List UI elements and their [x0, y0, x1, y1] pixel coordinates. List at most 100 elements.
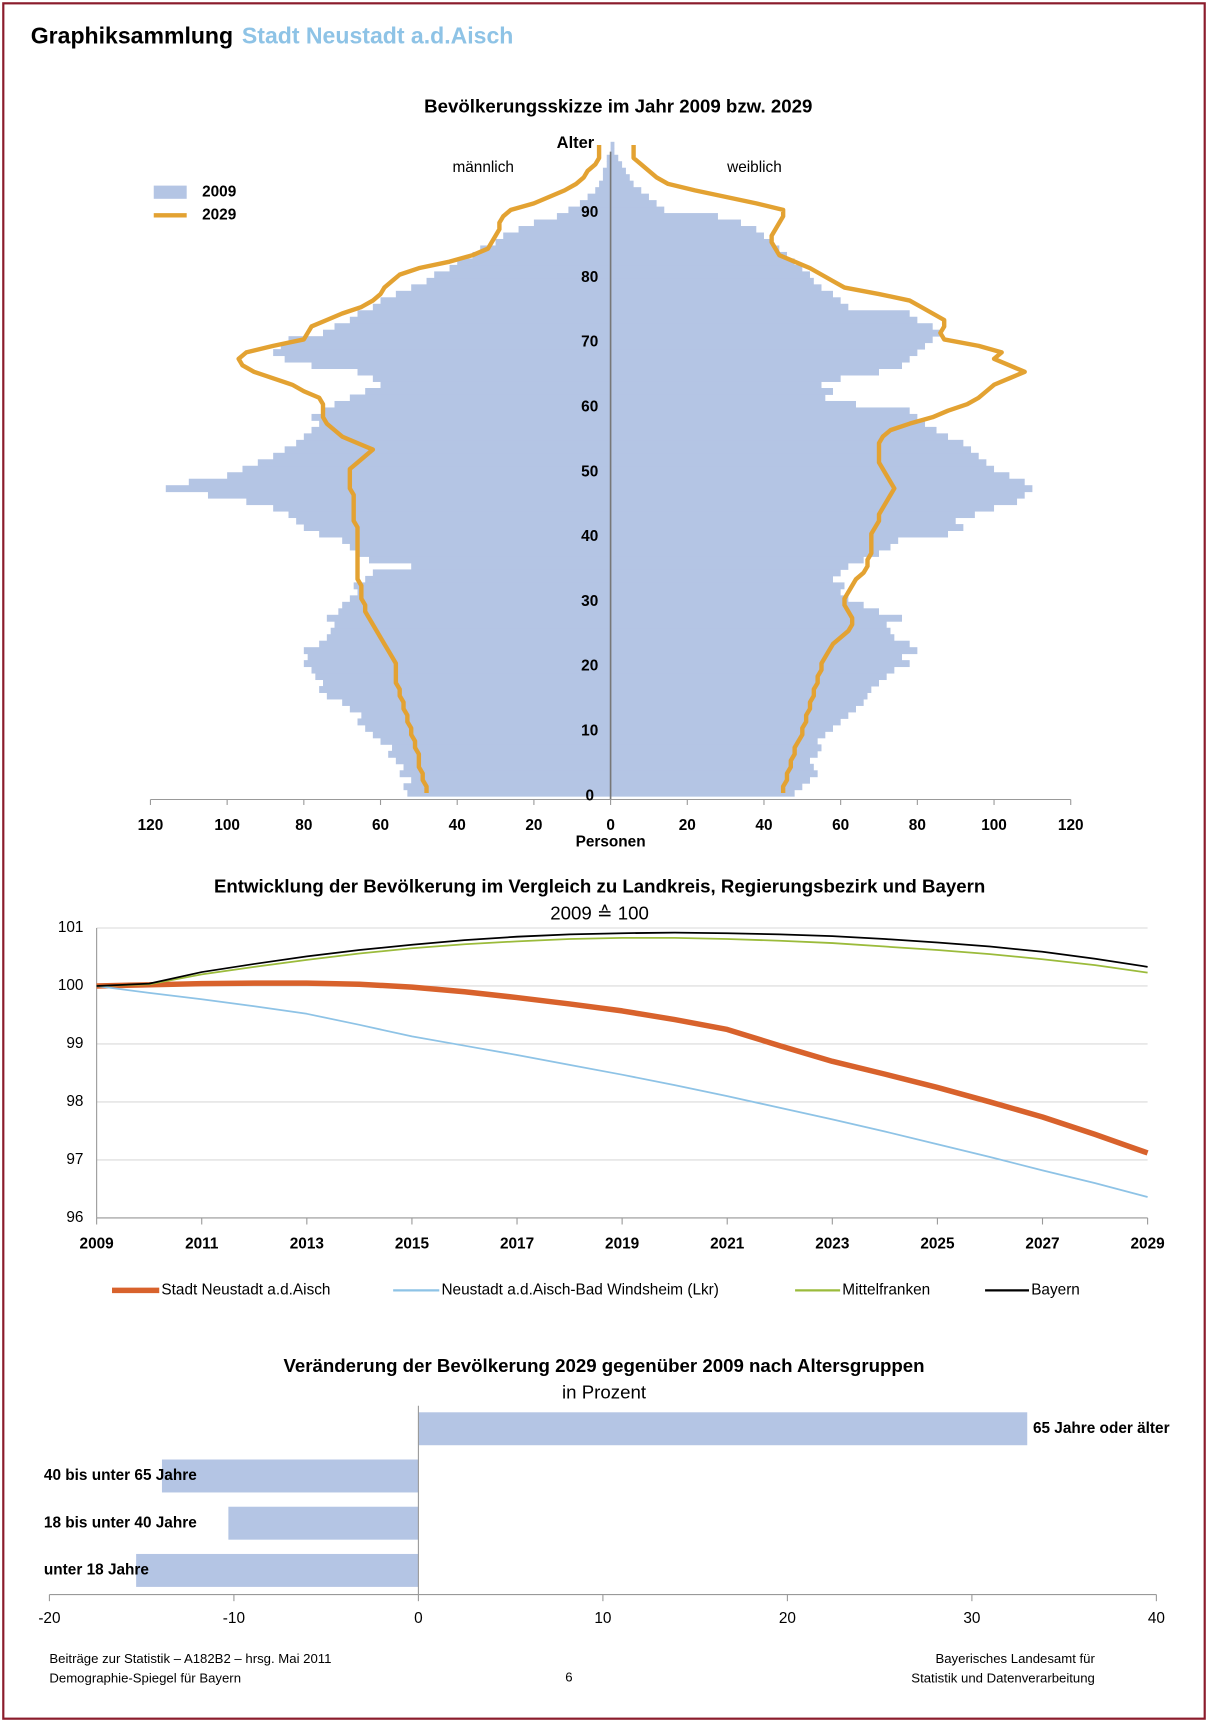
- bar: [273, 452, 611, 460]
- bar: [411, 562, 611, 570]
- bar: [610, 601, 864, 609]
- bar: [610, 174, 630, 182]
- x-tick-label: 120: [138, 817, 164, 834]
- bar: [610, 504, 995, 512]
- bar: [610, 251, 787, 259]
- bar: [372, 303, 611, 311]
- bar: [372, 375, 611, 382]
- y-tick-label: 97: [66, 1151, 83, 1168]
- bar: [411, 776, 611, 784]
- bar: [349, 595, 611, 603]
- series-line: [96, 931, 1148, 987]
- bar: [610, 213, 718, 220]
- bar: [610, 498, 1018, 506]
- bar: [610, 264, 803, 272]
- bar: [610, 271, 810, 279]
- category-label: 18 bis unter 40 Jahre: [44, 1514, 197, 1531]
- bar: [610, 750, 818, 758]
- bar: [610, 686, 872, 693]
- bar: [361, 711, 611, 719]
- bar: [323, 679, 611, 687]
- bar: [311, 362, 611, 370]
- y-tick-label: 30: [581, 593, 598, 610]
- bar: [372, 731, 611, 739]
- bar: [610, 439, 964, 447]
- bar: [610, 232, 764, 240]
- bar: [610, 517, 956, 525]
- population-line: [236, 145, 602, 793]
- bar: [610, 316, 918, 324]
- bar: [610, 491, 1025, 499]
- bar: [288, 511, 611, 519]
- bar: [399, 770, 611, 778]
- x-tick-label: 30: [963, 1610, 980, 1627]
- bar: [533, 219, 611, 227]
- bar: [257, 459, 611, 467]
- legend-label: 2029: [202, 206, 236, 223]
- legend-label: 2009: [202, 183, 236, 200]
- bar: [610, 420, 926, 428]
- bar: [610, 588, 841, 596]
- x-tick-label: 20: [779, 1610, 796, 1627]
- bar: [610, 673, 887, 681]
- x-axis-label: Personen: [576, 833, 646, 850]
- bar: [315, 673, 611, 681]
- bar: [610, 193, 649, 201]
- bar: [610, 284, 822, 292]
- right-label: weiblich: [726, 159, 782, 176]
- x-tick-label: 100: [981, 817, 1007, 834]
- bar: [610, 290, 833, 298]
- x-tick-label: 80: [909, 817, 926, 834]
- bar: [480, 245, 611, 253]
- bar: [602, 174, 611, 182]
- footer-left: Beiträge zur Statistik – A182B2 – hrsg. …: [49, 1651, 331, 1666]
- population-line: [631, 145, 1027, 793]
- bar: [610, 705, 856, 713]
- bar: [365, 388, 611, 395]
- y-tick-label: 50: [581, 463, 598, 480]
- bar: [188, 478, 611, 486]
- bar: [284, 446, 611, 454]
- bar: [610, 180, 634, 188]
- bar: [323, 329, 611, 337]
- bar: [323, 407, 611, 415]
- bar: [610, 368, 880, 376]
- y-tick-label: 100: [58, 977, 84, 994]
- bar: [610, 161, 623, 169]
- bar: [610, 711, 849, 719]
- bar: [610, 511, 975, 519]
- bar: [357, 368, 611, 376]
- bar: [307, 653, 611, 661]
- bar: [610, 400, 856, 408]
- y-axis-label: Alter: [557, 134, 595, 152]
- footer-right: Bayerisches Landesamt für: [935, 1651, 1095, 1666]
- bar: [449, 264, 611, 272]
- bar: [372, 569, 611, 577]
- bar: [610, 148, 615, 156]
- y-tick-label: 101: [58, 919, 84, 936]
- x-tick-label: 40: [449, 817, 466, 834]
- bar: [610, 446, 972, 454]
- y-tick-label: 70: [581, 334, 598, 351]
- x-tick-label: 2027: [1025, 1235, 1059, 1252]
- bar: [303, 660, 611, 668]
- bar: [326, 692, 611, 700]
- header-subtitle: Stadt Neustadt a.d.Aisch: [242, 22, 514, 48]
- bar: [610, 621, 887, 629]
- bar: [610, 627, 891, 635]
- bar: [349, 316, 611, 324]
- bar: [610, 407, 910, 415]
- bar: [610, 329, 941, 337]
- bar: [495, 238, 611, 246]
- bar: [334, 400, 611, 408]
- y-tick-label: 98: [66, 1093, 83, 1110]
- bar: [610, 277, 814, 285]
- bar: [610, 342, 926, 350]
- series-line: [96, 985, 1148, 1198]
- legend-label: Stadt Neustadt a.d.Aisch: [161, 1281, 330, 1298]
- bar: [610, 310, 910, 318]
- bar: [369, 556, 611, 564]
- bar: [610, 258, 795, 266]
- x-tick-label: 60: [372, 817, 389, 834]
- x-tick-label: 10: [594, 1610, 611, 1627]
